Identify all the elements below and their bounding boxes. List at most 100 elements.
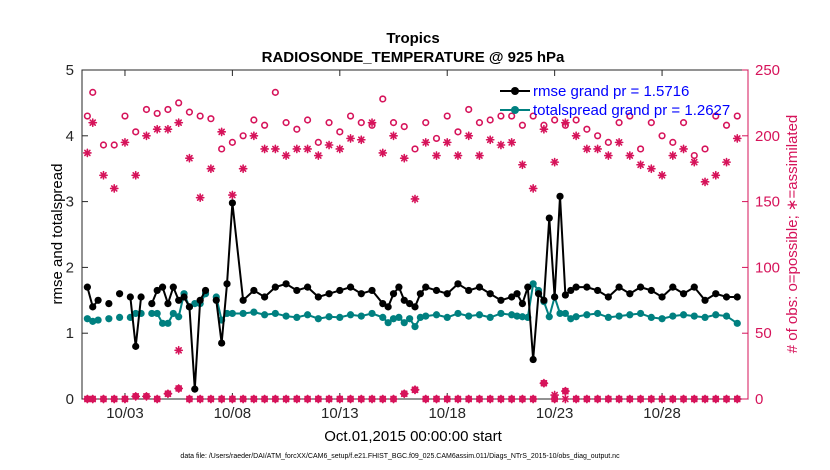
obs-assimilated-bottom-point <box>99 394 108 404</box>
obs-possible-point <box>282 119 290 127</box>
y-right-tick-label: 0 <box>755 391 763 408</box>
totalspread-point <box>148 309 156 318</box>
obs-assimilated-point <box>560 394 570 404</box>
obs-assimilated-point <box>195 193 205 203</box>
obs-assimilated-bottom-point <box>582 394 592 404</box>
totalspread-point <box>518 313 527 321</box>
totalspread-point <box>94 316 102 324</box>
obs-assimilated-bottom-point <box>206 394 216 404</box>
obs-assimilated-point <box>464 131 474 141</box>
rmse-line <box>129 296 143 347</box>
obs-assimilated-point <box>249 131 259 141</box>
rmse-point <box>534 290 543 298</box>
obs-possible-point <box>497 112 505 120</box>
obs-assimilated-point <box>528 184 538 193</box>
legend-spread-label: totalspread grand pr = 1.2627 <box>533 102 730 119</box>
obs-assimilated-bottom-point <box>399 389 409 399</box>
rmse-point <box>212 296 220 304</box>
rmse-point <box>551 293 559 301</box>
rmse-point <box>395 283 403 291</box>
obs-possible-point <box>432 134 441 143</box>
obs-assimilated-bottom-point <box>668 394 678 404</box>
totalspread-point <box>712 311 720 319</box>
rmse-point <box>556 192 564 200</box>
obs-assimilated-bottom-point <box>625 394 635 404</box>
data-file-footnote: data file: /Users/raeder/DAI/ATM_forcXX/… <box>180 453 620 460</box>
rmse-point <box>158 283 167 291</box>
y-left-tick-label: 4 <box>66 128 74 145</box>
obs-assimilated-point <box>217 127 227 137</box>
rmse-point <box>126 293 134 301</box>
obs-possible-point <box>346 112 355 120</box>
rmse-point <box>175 296 183 304</box>
obs-assimilated-point <box>582 144 592 154</box>
obs-possible-point <box>690 151 698 160</box>
chart-subtitle: RADIOSONDE_TEMPERATURE @ 925 hPa <box>262 49 565 66</box>
obs-possible-point <box>99 141 108 149</box>
rmse-point <box>432 286 441 295</box>
totalspread-point <box>303 311 312 319</box>
x-tick-label: 10/03 <box>106 405 144 422</box>
obs-assimilated-point <box>539 124 549 134</box>
rmse-point <box>513 290 521 298</box>
rmse-point <box>679 290 688 298</box>
obs-assimilated-point <box>657 170 667 180</box>
obs-possible-point <box>261 121 269 129</box>
obs-possible-point <box>551 116 559 124</box>
rmse-point <box>406 299 414 308</box>
y-left-tick-label: 3 <box>66 194 74 211</box>
rmse-point <box>164 299 172 308</box>
totalspread-point <box>529 280 537 288</box>
rmse-point <box>83 283 91 291</box>
obs-possible-point <box>465 105 473 114</box>
obs-assimilated-point <box>82 148 92 158</box>
obs-assimilated-bottom-point <box>442 394 452 404</box>
obs-assimilated-point <box>260 144 270 154</box>
totalspread-point <box>336 313 344 322</box>
y-left-tick-label: 2 <box>66 259 74 276</box>
totalspread-point <box>443 313 451 322</box>
obs-assimilated-bottom-point <box>324 394 334 404</box>
totalspread-point <box>658 315 666 323</box>
y-left-tick-label: 5 <box>66 62 74 79</box>
obs-possible-point <box>89 88 97 96</box>
rmse-point <box>583 283 591 291</box>
obs-possible-point <box>669 138 677 146</box>
obs-assimilated-point <box>303 144 312 154</box>
totalspread-point <box>615 312 623 320</box>
obs-assimilated-point <box>367 118 377 128</box>
obs-assimilated-bottom-point <box>646 394 656 404</box>
totalspread-point <box>169 309 177 318</box>
totalspread-point <box>594 309 602 318</box>
rmse-point <box>497 296 505 304</box>
obs-assimilated-point <box>313 151 323 160</box>
obs-possible-point <box>250 116 258 124</box>
obs-possible-point <box>142 105 151 114</box>
rmse-point <box>169 283 177 291</box>
obs-assimilated-point <box>227 190 237 200</box>
obs-assimilated-point <box>185 153 194 163</box>
obs-possible-point <box>583 125 591 133</box>
obs-possible-point <box>626 112 634 120</box>
obs-assimilated-bottom-point <box>227 394 237 404</box>
totalspread-point <box>395 313 403 322</box>
obs-possible-point <box>325 119 333 127</box>
obs-assimilated-point <box>163 124 173 134</box>
rmse-point <box>357 290 365 298</box>
totalspread-point <box>556 309 564 318</box>
obs-assimilated-bottom-point <box>636 394 645 404</box>
totalspread-point <box>604 313 612 322</box>
obs-possible-point <box>701 145 709 153</box>
obs-possible-point <box>594 132 602 140</box>
y-axis-right-label: # of obs: o=possible; ∗=assimilated <box>784 115 801 354</box>
rmse-point <box>518 299 527 308</box>
rmse-point <box>384 303 392 311</box>
rmse-point <box>411 303 419 311</box>
totalspread-point <box>239 309 247 318</box>
totalspread-point <box>153 309 161 318</box>
rmse-point <box>180 293 188 301</box>
totalspread-point <box>384 319 392 327</box>
totalspread-point <box>175 313 183 321</box>
rmse-point <box>443 290 451 298</box>
obs-assimilated-point <box>346 134 355 143</box>
